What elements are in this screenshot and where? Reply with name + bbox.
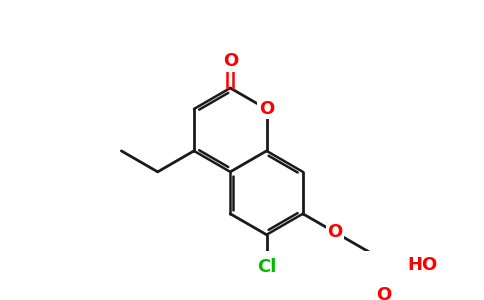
Text: Cl: Cl: [257, 258, 276, 276]
Text: O: O: [259, 100, 274, 118]
Text: HO: HO: [407, 256, 438, 274]
Text: O: O: [377, 286, 392, 300]
Text: O: O: [223, 52, 238, 70]
Text: O: O: [327, 223, 343, 241]
